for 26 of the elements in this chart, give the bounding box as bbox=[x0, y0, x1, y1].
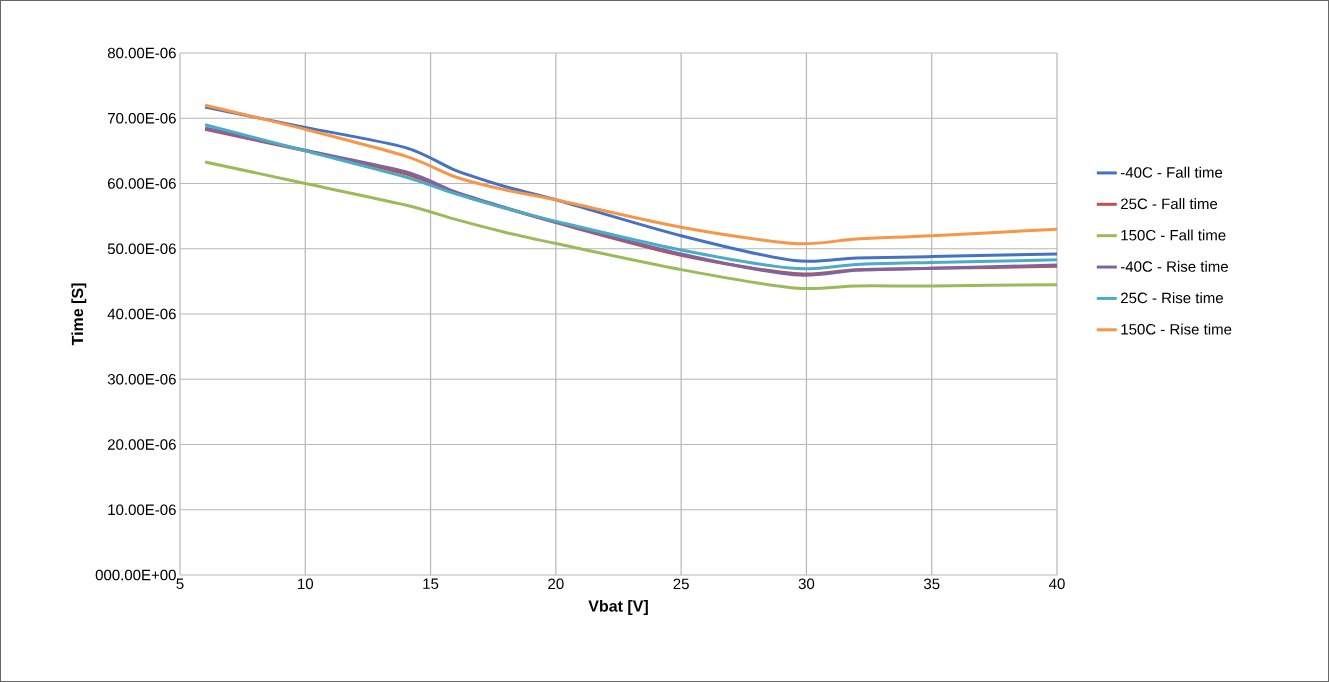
x-tick-label: 30 bbox=[798, 578, 815, 590]
legend-label: 150C - Fall time bbox=[1121, 229, 1226, 241]
x-axis-title: Vbat [V] bbox=[588, 600, 648, 615]
x-tick-label: 10 bbox=[298, 578, 314, 590]
x-tick-label: 40 bbox=[1049, 578, 1065, 590]
y-tick-label: 40.00E-06 bbox=[107, 308, 176, 320]
legend-label: 150C - Rise time bbox=[1121, 323, 1232, 335]
y-tick-label: 10.00E-06 bbox=[108, 504, 176, 516]
x-tick-label: 25 bbox=[673, 578, 689, 590]
y-tick-label: 50.00E-06 bbox=[107, 243, 176, 255]
legend-label: 25C - Rise time bbox=[1121, 292, 1223, 304]
x-tick-label: 35 bbox=[923, 578, 940, 590]
legend-label: -40C - Fall time bbox=[1120, 166, 1223, 178]
y-tick-label: 30.00E-06 bbox=[107, 373, 176, 385]
y-tick-label: 60.00E-06 bbox=[108, 178, 176, 189]
legend-label: -40C - Rise time bbox=[1120, 260, 1228, 272]
x-tick-label: 5 bbox=[176, 578, 184, 589]
legend-label: 25C - Fall time bbox=[1121, 198, 1218, 210]
y-tick-label: 20.00E-06 bbox=[108, 439, 176, 450]
y-tick-label: 000.00E+00 bbox=[95, 569, 176, 581]
line-series bbox=[203, 160, 1058, 291]
y-axis-title: Time [S] bbox=[71, 283, 87, 346]
y-tick-label: 70.00E-06 bbox=[108, 112, 176, 124]
x-tick-label: 20 bbox=[548, 578, 564, 590]
x-tick-label: 15 bbox=[423, 578, 439, 589]
y-tick-label: 80.00E-06 bbox=[107, 47, 176, 59]
